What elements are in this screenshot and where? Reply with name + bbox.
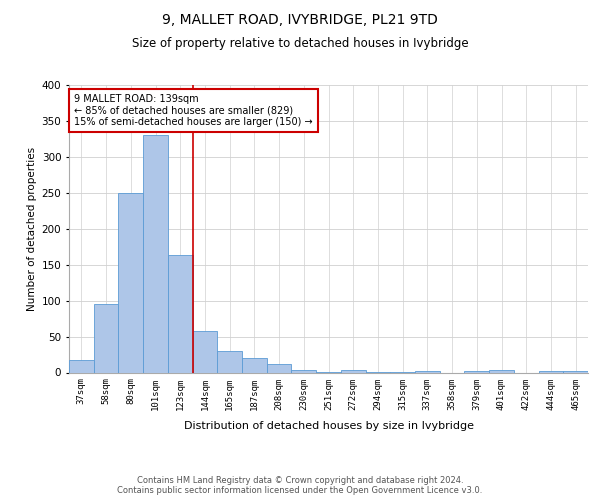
Bar [217,351,242,372]
Bar [267,364,292,372]
Text: Size of property relative to detached houses in Ivybridge: Size of property relative to detached ho… [131,38,469,51]
Bar [242,358,267,372]
Bar [118,193,143,372]
Bar [193,331,217,372]
Text: 9, MALLET ROAD, IVYBRIDGE, PL21 9TD: 9, MALLET ROAD, IVYBRIDGE, PL21 9TD [162,12,438,26]
X-axis label: Distribution of detached houses by size in Ivybridge: Distribution of detached houses by size … [184,420,473,430]
Bar [69,360,94,372]
Y-axis label: Number of detached properties: Number of detached properties [28,146,37,311]
Bar [94,304,118,372]
Text: Contains HM Land Registry data © Crown copyright and database right 2024.
Contai: Contains HM Land Registry data © Crown c… [118,476,482,495]
Bar [563,371,588,372]
Bar [539,371,563,372]
Bar [341,370,365,372]
Bar [464,371,489,372]
Bar [415,371,440,372]
Text: 9 MALLET ROAD: 139sqm
← 85% of detached houses are smaller (829)
15% of semi-det: 9 MALLET ROAD: 139sqm ← 85% of detached … [74,94,313,127]
Bar [489,370,514,372]
Bar [292,370,316,372]
Bar [143,136,168,372]
Bar [168,256,193,372]
